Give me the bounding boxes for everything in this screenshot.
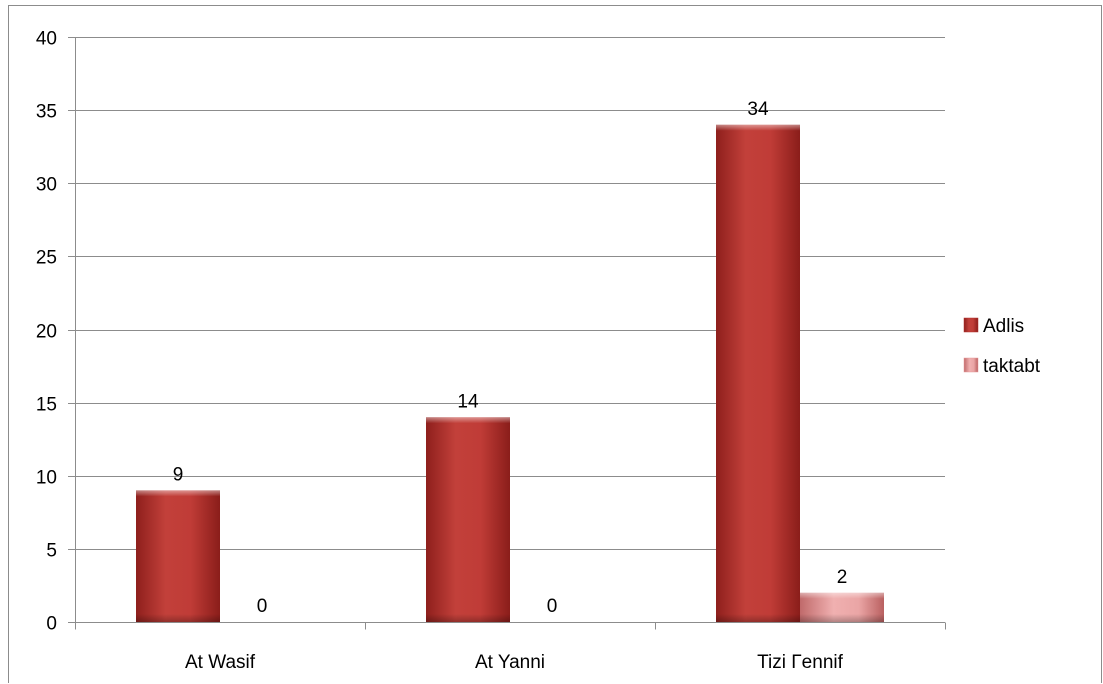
bar-adlis xyxy=(426,417,510,622)
bar-body xyxy=(136,490,220,622)
labels: At Wasif At Yanni Tizi Γennif 9 0 14 0 34 2 xyxy=(173,99,848,673)
legend-swatch xyxy=(963,317,979,333)
y-tick-label: 5 xyxy=(46,541,57,562)
x-category-label: At Wasif xyxy=(185,652,256,673)
y-tick-label: 30 xyxy=(36,175,57,196)
data-label: 0 xyxy=(547,596,558,617)
bar-highlight xyxy=(136,490,220,497)
data-label: 2 xyxy=(837,567,848,588)
bar-highlight xyxy=(426,417,510,424)
y-tick-label: 0 xyxy=(46,614,57,635)
y-tick-label: 15 xyxy=(36,395,57,416)
data-label: 34 xyxy=(747,99,769,120)
bar-shadow xyxy=(426,614,510,622)
bar-taktabt xyxy=(800,592,884,622)
bar-shadow xyxy=(136,614,220,622)
bar-body xyxy=(716,124,800,622)
legend-item-adlis: Adlis xyxy=(963,316,1024,337)
y-tick-label: 35 xyxy=(36,102,57,123)
bar-highlight xyxy=(716,124,800,131)
y-tick-label: 20 xyxy=(36,322,57,343)
x-category-label: Tizi Γennif xyxy=(757,652,844,673)
bar-body xyxy=(426,417,510,622)
y-tick-label: 25 xyxy=(36,248,57,269)
legend-label: Adlis xyxy=(983,316,1024,337)
data-label: 9 xyxy=(173,464,184,485)
bars xyxy=(136,124,884,622)
data-label: 0 xyxy=(257,596,268,617)
legend: Adlis taktabt xyxy=(963,316,1041,377)
data-label: 14 xyxy=(457,391,479,412)
bar-adlis xyxy=(136,490,220,622)
y-tick-label: 10 xyxy=(36,468,57,489)
legend-label: taktabt xyxy=(983,356,1041,377)
bar-adlis xyxy=(716,124,800,622)
y-tick-label: 40 xyxy=(36,29,57,50)
bar-shadow xyxy=(716,614,800,622)
x-category-label: At Yanni xyxy=(475,652,545,673)
legend-item-taktabt: taktabt xyxy=(963,356,1041,377)
bar-highlight xyxy=(800,592,884,599)
legend-swatch xyxy=(963,357,979,373)
bar-shadow xyxy=(800,614,884,622)
